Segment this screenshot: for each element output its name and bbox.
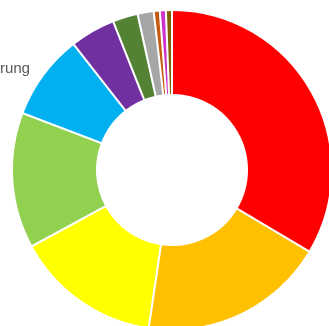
donut-slice-1 <box>172 10 329 252</box>
donut-slices <box>12 10 329 326</box>
legend-label-fragment: rung <box>0 60 30 77</box>
